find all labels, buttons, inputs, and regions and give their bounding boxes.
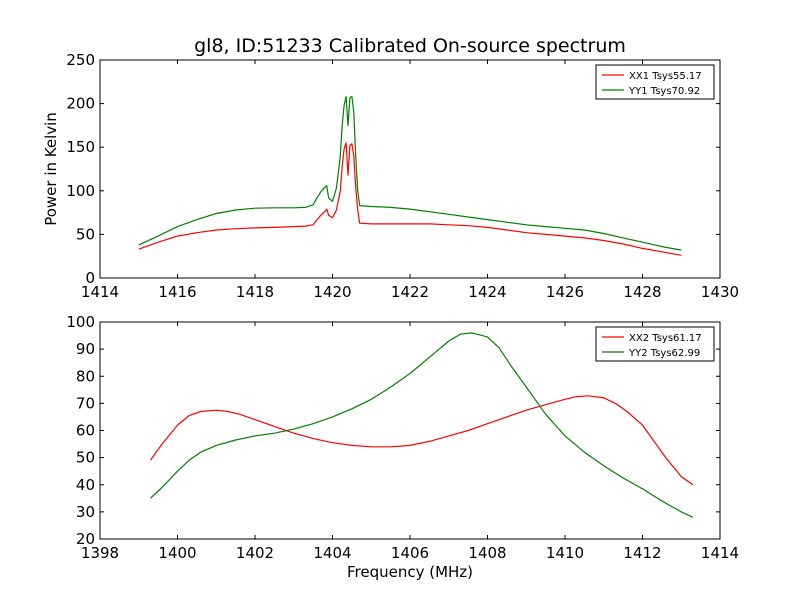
legend-entry-label: XX2 Tsys61.17 [629,333,702,344]
x-tick-label: 1426 [546,283,584,301]
y-tick-label: 40 [76,476,95,494]
y-tick-label: 200 [66,95,95,113]
x-tick-label: 1416 [158,283,196,301]
y-tick-label: 80 [76,367,95,385]
series-line-xx1 [138,142,682,256]
y-tick-label: 250 [66,51,95,69]
chart-title: gl8, ID:51233 Calibrated On-source spect… [194,35,626,57]
legend: XX2 Tsys61.17 YY2 Tsys62.99 [595,326,715,362]
y-axis-label: Power in Kelvin [42,112,60,226]
y-tick-label: 150 [66,138,95,156]
series-line-yy2 [149,332,694,518]
x-tick-label: 1412 [623,544,661,562]
x-tick-label: 1422 [391,283,429,301]
x-tick-label: 1410 [546,544,584,562]
y-tick-label: 50 [76,225,95,243]
y-tick-label: 100 [66,182,95,200]
x-tick-label: 1428 [623,283,661,301]
x-tick-label: 1400 [158,544,196,562]
chart-panel-2: 1398 1400 1402 1404 1406 1408 1410 1412 1414 20 30… [66,313,739,581]
plot-layer: 1414 1416 1418 1420 1422 1424 1426 1428 14300501… [42,35,739,581]
x-tick-label: 1420 [313,283,351,301]
x-tick-label: 1414 [701,544,739,562]
legend-box [595,326,715,362]
x-tick-label: 1406 [391,544,429,562]
x-axis-label: Frequency (MHz) [347,563,473,581]
x-tick-label: 1414 [81,283,119,301]
series-line-xx2 [149,395,694,486]
legend: XX1 Tsys55.17 YY1 Tsys70.92 [595,64,715,100]
legend-entry-label: XX1 Tsys55.17 [629,71,702,82]
chart-panel-1: 1414 1416 1418 1420 1422 1424 1426 1428 1430 0 50 1… [42,35,739,301]
legend-entry-label: YY1 Tsys70.92 [628,86,700,97]
y-tick-label: 90 [76,340,95,358]
y-tick-label: 70 [76,394,95,412]
legend-box [595,64,715,100]
x-tick-label: 1418 [236,283,274,301]
x-tick-label: 1398 [81,544,119,562]
y-tick-label: 0 [85,269,95,287]
y-tick-label: 60 [76,422,95,440]
y-tick-label: 50 [76,449,95,467]
x-tick-label: 1404 [313,544,351,562]
x-tick-label: 1408 [468,544,506,562]
y-tick-label: 20 [76,530,95,548]
legend-entry-label: YY2 Tsys62.99 [628,348,700,359]
y-tick-label: 100 [66,313,95,331]
x-tick-label: 1430 [701,283,739,301]
series-line-yy1 [138,95,682,251]
x-tick-label: 1402 [236,544,274,562]
y-tick-label: 30 [76,503,95,521]
x-tick-label: 1424 [468,283,506,301]
